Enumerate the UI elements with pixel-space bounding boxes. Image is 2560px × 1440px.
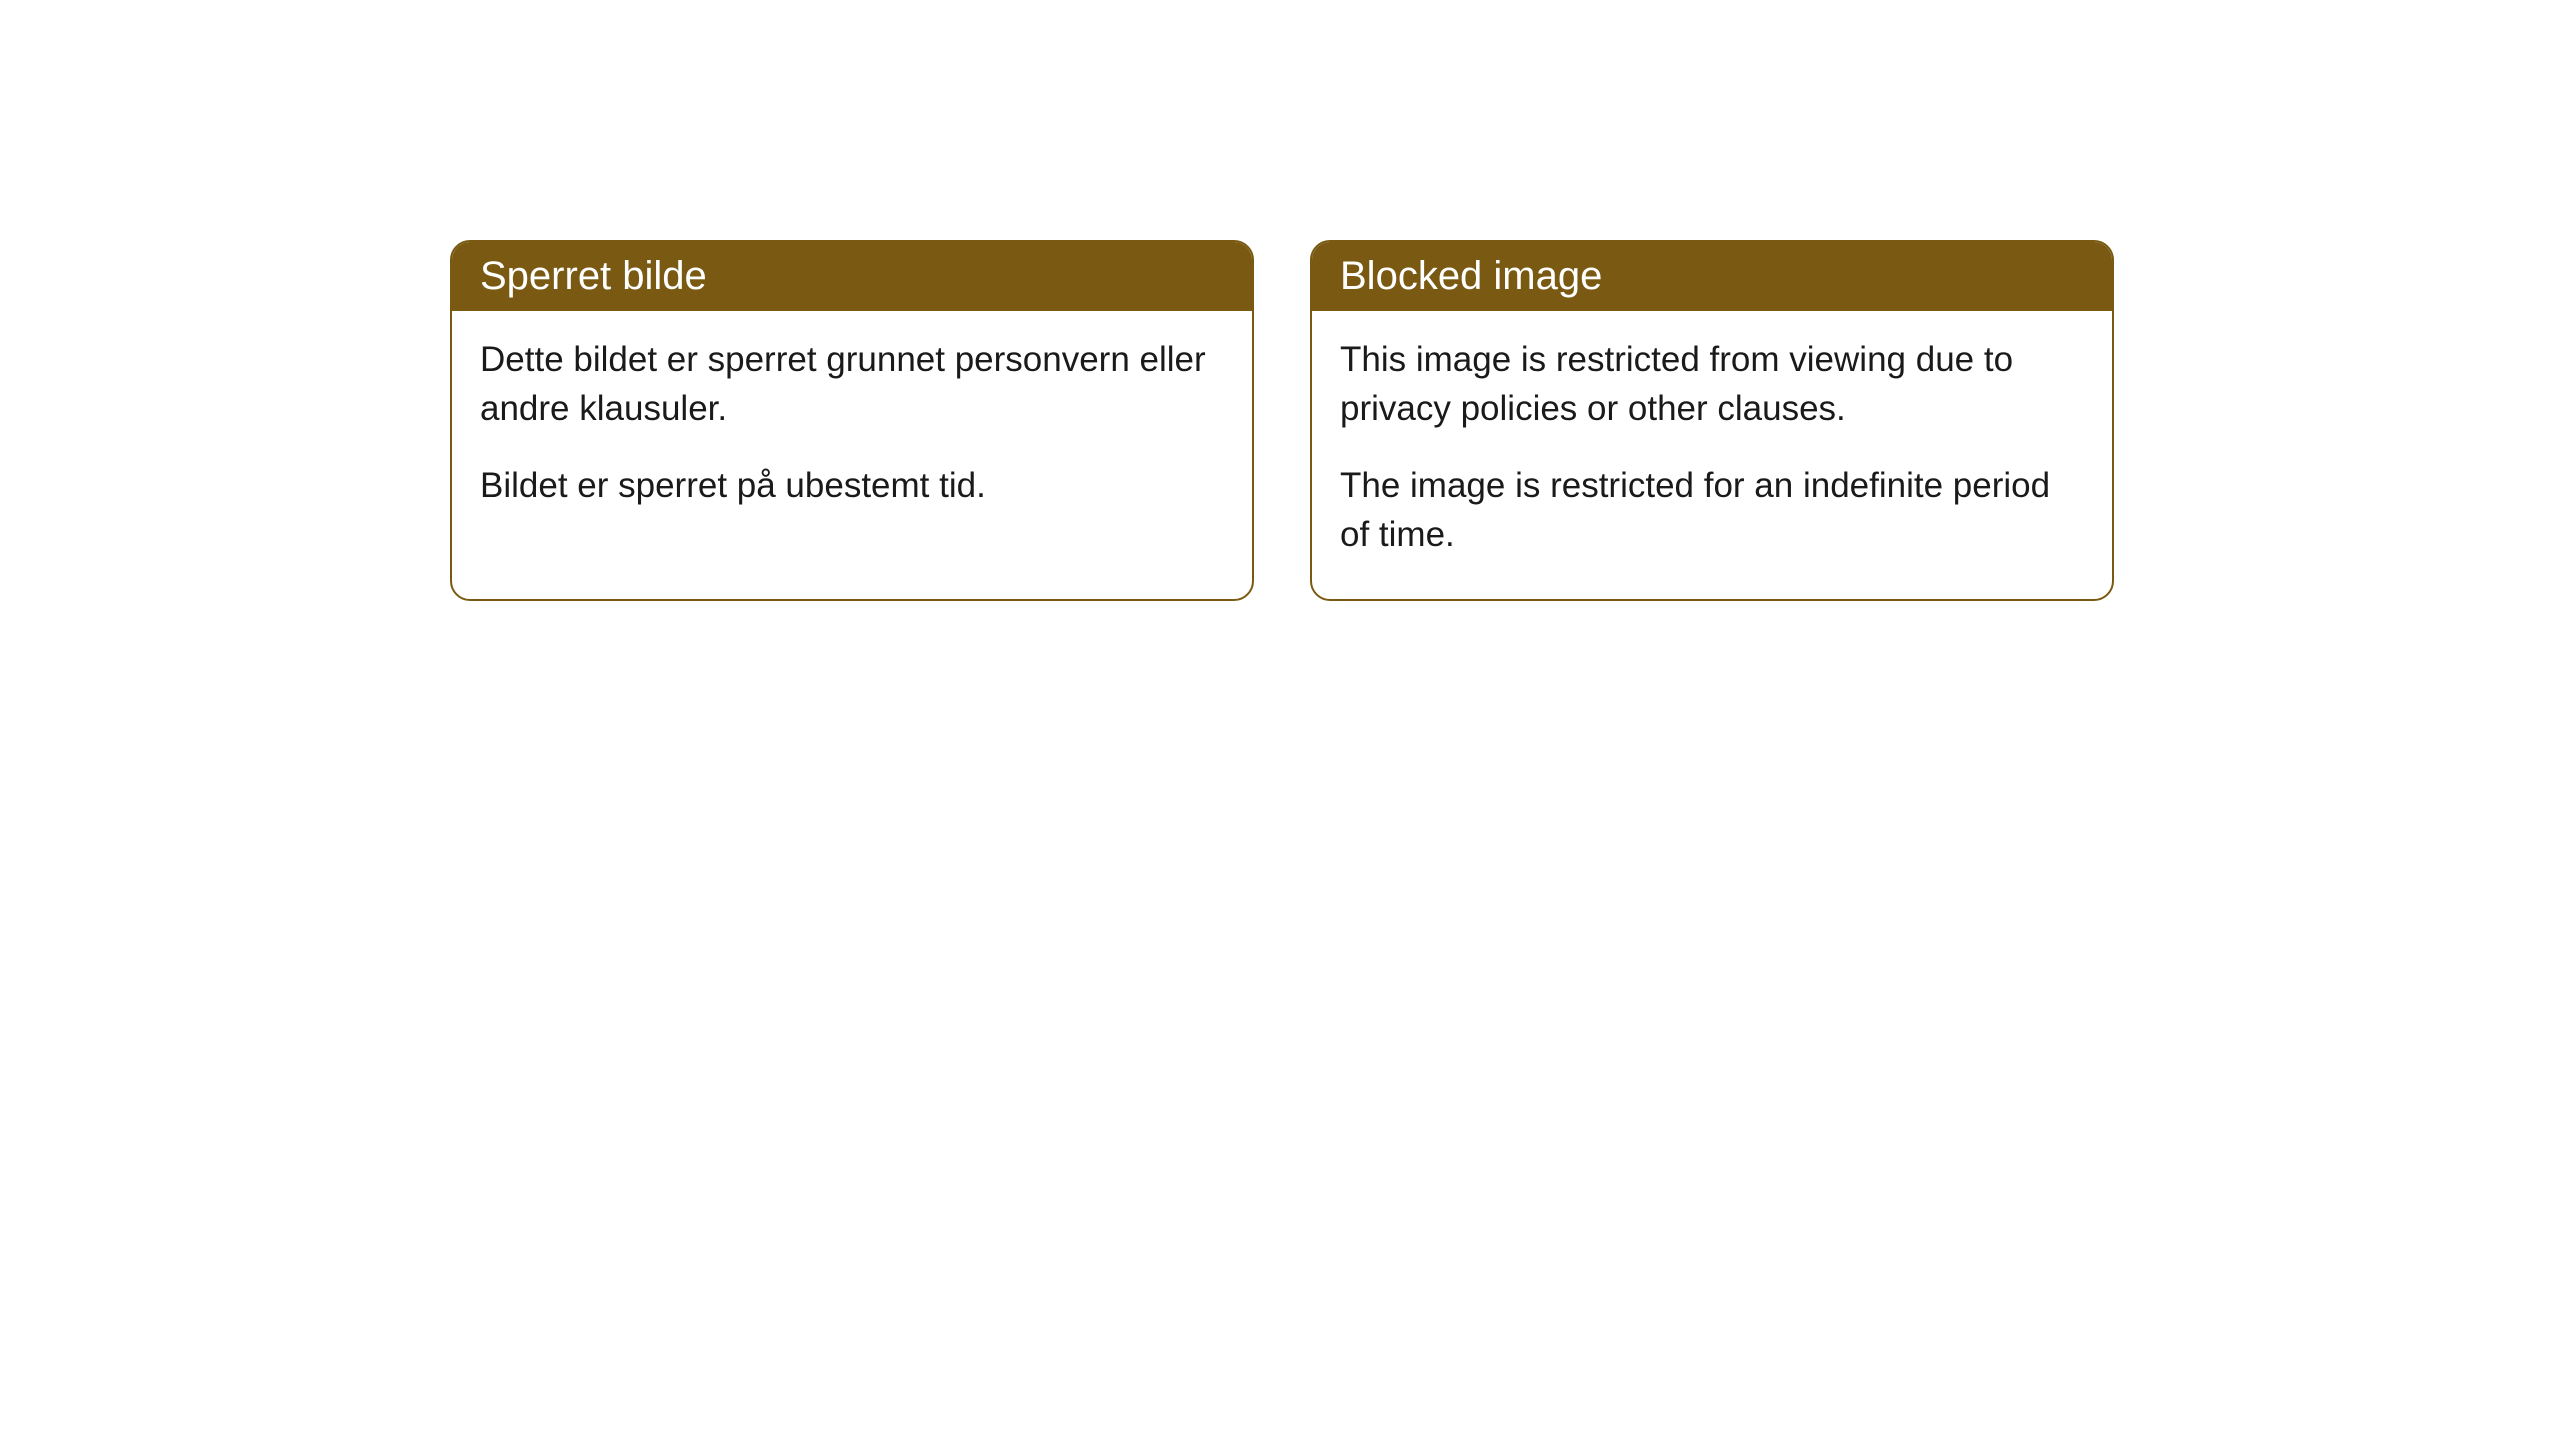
card-body-norwegian: Dette bildet er sperret grunnet personve… xyxy=(452,311,1252,550)
cards-container: Sperret bilde Dette bildet er sperret gr… xyxy=(450,240,2560,601)
card-paragraph-1-norwegian: Dette bildet er sperret grunnet personve… xyxy=(480,335,1224,433)
blocked-image-card-english: Blocked image This image is restricted f… xyxy=(1310,240,2114,601)
card-paragraph-2-norwegian: Bildet er sperret på ubestemt tid. xyxy=(480,461,1224,510)
card-title-english: Blocked image xyxy=(1340,254,1602,298)
card-paragraph-2-english: The image is restricted for an indefinit… xyxy=(1340,461,2084,559)
card-header-norwegian: Sperret bilde xyxy=(452,242,1252,311)
card-body-english: This image is restricted from viewing du… xyxy=(1312,311,2112,599)
card-paragraph-1-english: This image is restricted from viewing du… xyxy=(1340,335,2084,433)
card-title-norwegian: Sperret bilde xyxy=(480,254,707,298)
blocked-image-card-norwegian: Sperret bilde Dette bildet er sperret gr… xyxy=(450,240,1254,601)
card-header-english: Blocked image xyxy=(1312,242,2112,311)
